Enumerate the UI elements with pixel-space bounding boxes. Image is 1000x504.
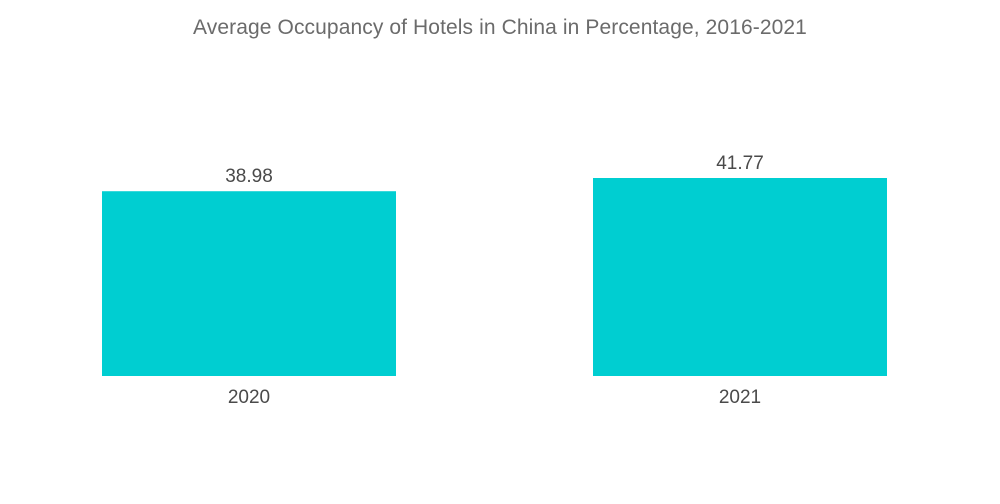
data-label-2021: 41.77 (716, 153, 764, 174)
data-label-2020: 38.98 (225, 166, 273, 187)
chart-title: Average Occupancy of Hotels in China in … (193, 16, 807, 39)
bar-2020 (102, 191, 396, 376)
x-tick-label-2020: 2020 (228, 387, 270, 408)
x-tick-label-2021: 2021 (719, 387, 761, 408)
bar-2021 (593, 178, 887, 376)
